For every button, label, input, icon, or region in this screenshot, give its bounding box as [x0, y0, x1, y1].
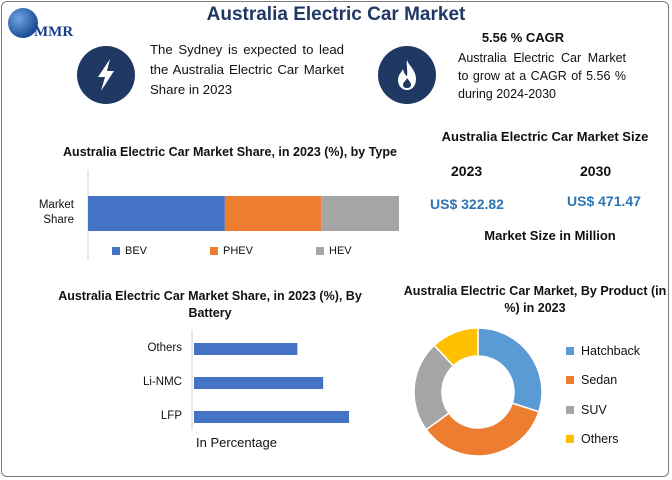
market-value-2030: US$ 471.47 — [567, 193, 641, 209]
battery-category-label: Others — [147, 342, 182, 354]
legend-label: BEV — [125, 245, 148, 257]
bar-hev — [321, 196, 399, 231]
battery-category-label: LFP — [160, 410, 182, 422]
legend-swatch — [112, 247, 120, 255]
legend-swatch — [566, 406, 574, 414]
year-2030: 2030 — [580, 163, 612, 179]
legend-label: SUV — [581, 403, 607, 417]
battery-chart — [191, 330, 349, 430]
donut-slice-hatchback — [477, 327, 543, 413]
legend-item-bev: BEV — [112, 245, 210, 257]
bar-li-nmc — [194, 377, 324, 389]
donut-slice-others — [433, 327, 479, 367]
legend-swatch — [566, 435, 574, 443]
product-donut-chart — [413, 327, 543, 457]
type-chart-title: Australia Electric Car Market Share, in … — [63, 145, 397, 159]
legend-label: Hatchback — [581, 344, 641, 358]
legend-item-hatchback: Hatchback — [566, 344, 640, 358]
type-chart-category-label: Market Share — [38, 199, 74, 226]
legend-item-suv: SUV — [566, 403, 607, 417]
legend-swatch — [316, 247, 324, 255]
battery-chart-title: Australia Electric Car Market Share, in … — [58, 289, 362, 320]
legend-label: HEV — [329, 245, 352, 257]
bar-bev — [88, 196, 225, 231]
type-chart-legend: BEV PHEV HEV — [112, 245, 412, 257]
legend-swatch — [210, 247, 218, 255]
logo-text: MMR — [34, 24, 74, 40]
cagr-text: Australia Electric Car Market to grow at… — [458, 51, 626, 101]
battery-x-axis-label: In Percentage — [196, 435, 277, 450]
bar-phev — [224, 196, 322, 231]
market-size-title: Australia Electric Car Market Size — [441, 129, 649, 144]
product-chart-title: Australia Electric Car Market, By Produc… — [403, 284, 667, 315]
market-value-2023: US$ 322.82 — [430, 196, 504, 212]
legend-label: PHEV — [223, 245, 253, 257]
flame-icon — [378, 46, 436, 104]
legend-swatch — [566, 347, 574, 355]
globe-icon — [8, 8, 38, 38]
page-title: Australia Electric Car Market — [206, 4, 466, 25]
legend-swatch — [566, 376, 574, 384]
lead-text: The Sydney is expected to lead the Austr… — [150, 42, 344, 97]
legend-label: Others — [581, 432, 619, 446]
cagr-title: 5.56 % CAGR — [481, 30, 565, 45]
battery-category-label: Li-NMC — [143, 376, 182, 388]
bar-others — [194, 343, 298, 355]
mmr-logo: MMR — [4, 4, 74, 44]
legend-item-hev: HEV — [316, 245, 352, 257]
legend-item-others: Others — [566, 432, 619, 446]
market-size-unit: Market Size in Million — [484, 228, 616, 243]
legend-item-sedan: Sedan — [566, 373, 617, 387]
year-2023: 2023 — [451, 163, 483, 179]
type-chart — [87, 170, 399, 260]
bar-lfp — [194, 411, 349, 423]
legend-item-phev: PHEV — [210, 245, 316, 257]
donut-slice-sedan — [425, 402, 540, 457]
legend-label: Sedan — [581, 373, 618, 387]
lightning-icon — [77, 46, 135, 104]
